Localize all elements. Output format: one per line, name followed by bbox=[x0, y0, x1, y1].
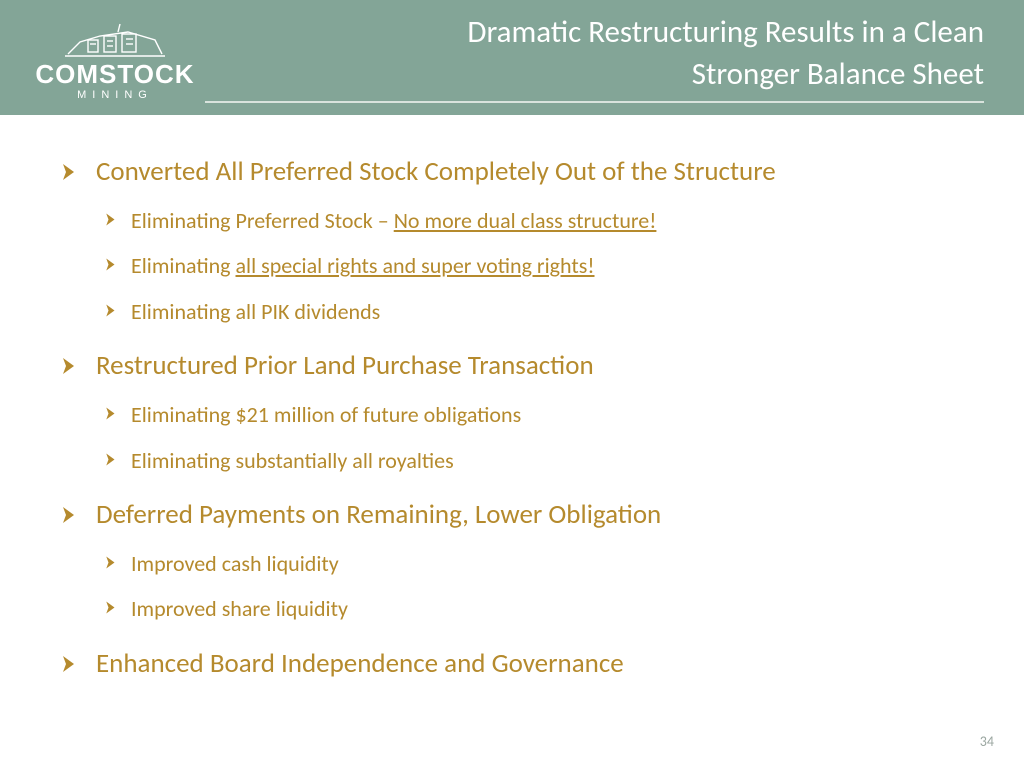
chevron-right-icon bbox=[104, 452, 119, 467]
bullet-level2: Improved share liquidity bbox=[104, 595, 964, 623]
bullet-level1: Converted All Preferred Stock Completely… bbox=[60, 155, 964, 189]
bullet-level2: Eliminating all PIK dividends bbox=[104, 298, 964, 326]
logo-company-subtitle: MINING bbox=[77, 90, 153, 101]
bullet-text: Eliminating Preferred Stock – No more du… bbox=[131, 207, 656, 235]
bullet-level1: Enhanced Board Independence and Governan… bbox=[60, 647, 964, 681]
chevron-right-icon bbox=[60, 654, 80, 674]
bullet-text: Eliminating $21 million of future obliga… bbox=[131, 401, 521, 429]
logo-company-name: COMSTOCK bbox=[35, 61, 194, 87]
bullet-text: Improved share liquidity bbox=[131, 595, 348, 623]
bullet-text: Deferred Payments on Remaining, Lower Ob… bbox=[96, 498, 661, 532]
bullet-level2: Improved cash liquidity bbox=[104, 550, 964, 578]
slide-header: COMSTOCK MINING Dramatic Restructuring R… bbox=[0, 0, 1024, 115]
slide-title: Dramatic Restructuring Results in a Clea… bbox=[205, 12, 984, 104]
bullet-text: Enhanced Board Independence and Governan… bbox=[96, 647, 624, 681]
bullet-level2: Eliminating $21 million of future obliga… bbox=[104, 401, 964, 429]
bullet-text: Restructured Prior Land Purchase Transac… bbox=[96, 349, 594, 383]
bullet-level1: Deferred Payments on Remaining, Lower Ob… bbox=[60, 498, 964, 532]
chevron-right-icon bbox=[104, 600, 119, 615]
chevron-right-icon bbox=[60, 356, 80, 376]
bullet-text: Eliminating substantially all royalties bbox=[131, 447, 454, 475]
bullet-level2: Eliminating all special rights and super… bbox=[104, 252, 964, 280]
slide-content: Converted All Preferred Stock Completely… bbox=[0, 115, 1024, 681]
chevron-right-icon bbox=[104, 257, 119, 272]
bullet-level1: Restructured Prior Land Purchase Transac… bbox=[60, 349, 964, 383]
slide: { "colors": { "header_bg": "#83a597", "t… bbox=[0, 0, 1024, 768]
slide-title-line1: Dramatic Restructuring Results in a Clea… bbox=[205, 12, 984, 54]
bullet-level2: Eliminating Preferred Stock – No more du… bbox=[104, 207, 964, 235]
page-number: 34 bbox=[980, 733, 994, 750]
bullet-text: Eliminating all special rights and super… bbox=[131, 252, 595, 280]
bullet-text: Improved cash liquidity bbox=[131, 550, 339, 578]
chevron-right-icon bbox=[60, 505, 80, 525]
bullet-level2: Eliminating substantially all royalties bbox=[104, 447, 964, 475]
chevron-right-icon bbox=[104, 303, 119, 318]
mining-building-icon bbox=[60, 14, 170, 59]
slide-title-line2: Stronger Balance Sheet bbox=[205, 54, 984, 96]
chevron-right-icon bbox=[104, 555, 119, 570]
bullet-text: Converted All Preferred Stock Completely… bbox=[96, 155, 776, 189]
chevron-right-icon bbox=[60, 162, 80, 182]
chevron-right-icon bbox=[104, 212, 119, 227]
bullet-text: Eliminating all PIK dividends bbox=[131, 298, 380, 326]
chevron-right-icon bbox=[104, 406, 119, 421]
company-logo: COMSTOCK MINING bbox=[25, 14, 205, 101]
